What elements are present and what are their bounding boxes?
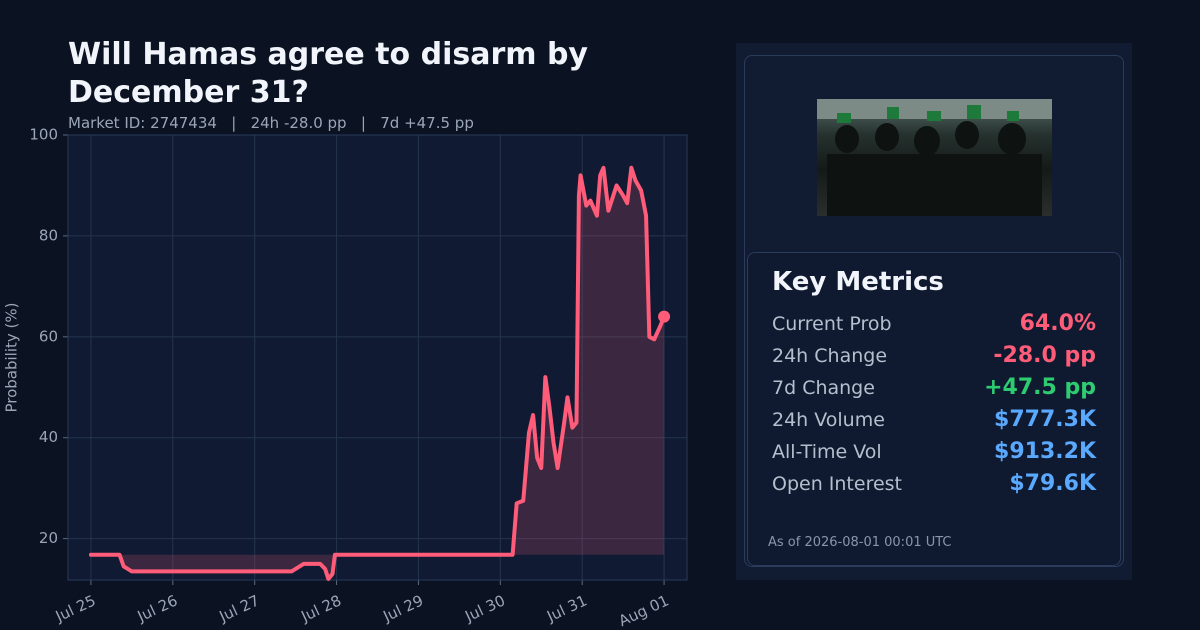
timestamp: As of 2026-08-01 00:01 UTC — [768, 535, 952, 550]
plot-area — [68, 135, 687, 580]
metric-value: $79.6K — [1009, 471, 1096, 496]
chart-subtitle: Market ID: 2747434 | 24h -28.0 pp | 7d +… — [68, 114, 474, 132]
metric-row: Open Interest $79.6K — [772, 471, 1096, 505]
metric-label: Current Prob — [772, 313, 892, 335]
y-tick-label: 20 — [39, 529, 58, 547]
metric-row: 24h Change -28.0 pp — [772, 343, 1096, 377]
metrics-card: Key Metrics Current Prob 64.0% 24h Change -… — [736, 43, 1132, 580]
image-flags — [837, 105, 1019, 123]
metric-value: -28.0 pp — [993, 343, 1096, 368]
x-tick-label: Jul 25 — [52, 591, 99, 625]
metric-row: Current Prob 64.0% — [772, 311, 1096, 345]
y-tick-label: 40 — [39, 428, 58, 446]
image-sky — [817, 99, 1052, 119]
x-tick-label: Jul 26 — [134, 591, 181, 625]
key-metrics: Key Metrics Current Prob 64.0% 24h Change -… — [747, 252, 1121, 566]
metric-label: 7d Change — [772, 377, 875, 399]
x-tick-label: Jul 28 — [298, 591, 345, 625]
metrics-title: Key Metrics — [772, 267, 944, 297]
end-point — [658, 310, 671, 323]
line — [88, 165, 667, 581]
x-tick-label: Jul 31 — [543, 591, 590, 625]
y-axis-label: Probability (%) — [3, 302, 21, 412]
chart: 20 40 60 80 100 Jul 25 Jul 26 Jul 27 Jul 28 Jul 2… — [3, 126, 688, 630]
metric-label: Open Interest — [772, 473, 903, 495]
image-figures — [827, 121, 1042, 216]
metric-row: 7d Change +47.5 pp — [772, 375, 1096, 409]
card-border: Key Metrics Current Prob 64.0% 24h Change -… — [744, 55, 1124, 567]
x-tick-label: Jul 27 — [216, 591, 263, 625]
metric-row: 24h Volume $777.3K — [772, 407, 1096, 441]
metric-label: All-Time Vol — [772, 441, 882, 463]
metric-row: All-Time Vol $913.2K — [772, 439, 1096, 473]
metric-value: $913.2K — [994, 439, 1096, 464]
metric-label: 24h Volume — [772, 409, 885, 431]
x-tick-label: Jul 29 — [379, 591, 426, 625]
metric-value: +47.5 pp — [984, 375, 1096, 400]
image-art — [817, 99, 1052, 216]
y-tick-label: 60 — [39, 327, 58, 345]
chart-title: Will Hamas agree to disarm by December 3… — [68, 37, 588, 110]
x-tick-label: Aug 01 — [616, 591, 672, 630]
y-tick-label: 100 — [29, 126, 58, 144]
y-tick-label: 80 — [39, 226, 58, 244]
market-image — [817, 99, 1052, 216]
metric-value: 64.0% — [1019, 311, 1096, 336]
metric-label: 24h Change — [772, 345, 888, 367]
metric-value: $777.3K — [994, 407, 1096, 432]
plot-frame — [67, 134, 688, 581]
x-tick-label: Jul 30 — [461, 591, 508, 625]
